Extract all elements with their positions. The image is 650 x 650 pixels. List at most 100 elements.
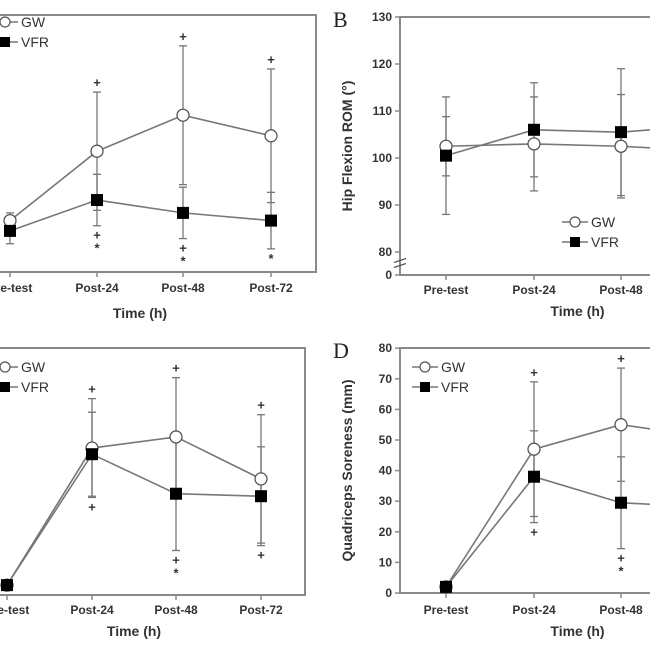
x-tick-label: Pre-test xyxy=(0,281,32,295)
data-point-gw xyxy=(614,139,628,153)
x-axis-label: Time (h) xyxy=(113,305,167,321)
series-line-vfr xyxy=(9,199,272,232)
y-tick-label: 60 xyxy=(379,402,393,416)
legend-label: GW xyxy=(441,359,466,375)
legend-marker-vfr xyxy=(420,382,430,392)
significance-mark-above: + xyxy=(530,365,538,380)
chart-panel-3: Pre-test Post-24 Post-48 Post-72 Time (h) + + +… xyxy=(0,347,306,639)
plot-frame xyxy=(0,347,306,596)
series-line-gw xyxy=(6,436,262,586)
series-line-vfr xyxy=(6,453,262,586)
legend-marker-gw xyxy=(0,16,11,28)
legend-marker-gw xyxy=(0,361,11,373)
significance-mark-below: + xyxy=(93,228,101,243)
legend: GW VFR xyxy=(0,14,49,50)
legend-label: GW xyxy=(591,214,616,230)
legend-label: VFR xyxy=(21,34,49,50)
significance-mark-above: + xyxy=(267,52,275,67)
y-axis-label: Hip Flexion ROM (°) xyxy=(339,81,355,212)
x-tick-label: Post-72 xyxy=(239,603,283,617)
y-axis-label: Quadriceps Soreness (mm) xyxy=(339,379,355,561)
series-line-gw xyxy=(9,114,272,222)
x-tick-label: Pre-test xyxy=(0,603,29,617)
significance-mark-below: * xyxy=(173,566,179,581)
data-point-gw xyxy=(176,108,190,122)
significance-mark-below: * xyxy=(618,564,624,579)
x-tick-label: Post-24 xyxy=(70,603,114,617)
significance-mark-below: + xyxy=(530,525,538,540)
x-tick-label: Post-48 xyxy=(161,281,205,295)
legend-label: GW xyxy=(21,14,46,30)
significance-mark-below: + xyxy=(179,241,187,256)
data-point-gw xyxy=(264,129,278,143)
significance-mark-below: * xyxy=(94,241,100,256)
legend-label: VFR xyxy=(441,379,469,395)
data-point-vfr xyxy=(440,580,452,593)
x-tick-label: Post-72 xyxy=(249,281,293,295)
legend-marker-vfr xyxy=(0,382,10,392)
y-tick-label: 80 xyxy=(379,245,393,259)
data-point-gw xyxy=(254,472,268,486)
axis-break-mark xyxy=(393,257,407,264)
y-tick-label: 30 xyxy=(379,494,393,508)
significance-mark-below: + xyxy=(257,548,265,563)
y-tick-label: 20 xyxy=(379,525,393,539)
x-tick-label: Pre-test xyxy=(424,283,469,297)
y-tick-label: 0 xyxy=(385,586,392,600)
x-tick-label: Post-48 xyxy=(154,603,198,617)
significance-mark-above: + xyxy=(93,75,101,90)
data-point-vfr xyxy=(615,496,627,509)
y-tick-label: 100 xyxy=(372,151,392,165)
significance-mark-above: + xyxy=(257,398,265,413)
panel-label: D xyxy=(333,338,349,363)
significance-mark-below: * xyxy=(268,251,274,266)
data-point-gw xyxy=(527,442,541,456)
series-line-gw xyxy=(445,143,650,149)
data-point-vfr xyxy=(615,126,627,139)
chart-panel-1: Pre-test Post-24 Post-48 Post-72 Time (h) + + +… xyxy=(0,14,317,321)
legend-label: VFR xyxy=(21,379,49,395)
data-point-vfr xyxy=(170,487,182,500)
data-point-vfr xyxy=(4,224,16,237)
y-tick-label: 90 xyxy=(379,198,393,212)
y-tick-label: 120 xyxy=(372,57,392,71)
significance-mark-above: + xyxy=(88,382,96,397)
x-axis-label: Time (h) xyxy=(550,623,604,639)
y-tick-label: 0 xyxy=(385,268,392,282)
data-point-gw xyxy=(527,137,541,151)
legend: GW VFR xyxy=(412,359,469,395)
plot-frame xyxy=(0,14,317,273)
data-point-vfr xyxy=(528,123,540,136)
y-tick-label: 130 xyxy=(372,10,392,24)
y-tick-label: 80 xyxy=(379,341,393,355)
significance-mark-below: * xyxy=(180,254,186,269)
data-point-vfr xyxy=(255,490,267,503)
x-tick-label: Post-48 xyxy=(599,283,643,297)
x-tick-label: Pre-test xyxy=(424,603,469,617)
data-point-gw xyxy=(3,213,17,228)
data-point-vfr xyxy=(440,149,452,162)
series-line-vfr xyxy=(445,475,650,588)
axis-break-mark xyxy=(393,262,407,269)
plot-frame xyxy=(399,347,650,594)
data-point-gw xyxy=(90,144,104,158)
x-tick-label: Post-24 xyxy=(75,281,119,295)
data-point-gw xyxy=(169,430,183,444)
significance-mark-below: + xyxy=(172,553,180,568)
significance-mark-below: + xyxy=(617,551,625,566)
legend-marker-gw xyxy=(569,216,581,228)
y-tick-label: 110 xyxy=(373,104,393,118)
data-point-gw xyxy=(614,418,628,432)
data-point-vfr xyxy=(265,214,277,227)
y-tick-label: 70 xyxy=(379,372,393,386)
data-point-vfr xyxy=(177,206,189,219)
legend: GW VFR xyxy=(0,359,49,395)
chart-panel-2: B 0 80 90 100 110 120 130 Hip Flexion ROM (°) Pre… xyxy=(333,7,650,319)
significance-mark-above: + xyxy=(172,361,180,376)
legend-marker-gw xyxy=(419,361,431,373)
significance-mark-below: + xyxy=(88,499,96,514)
series-line-gw xyxy=(445,423,650,588)
panel-label: B xyxy=(333,7,348,32)
legend: GW VFR xyxy=(562,214,619,250)
